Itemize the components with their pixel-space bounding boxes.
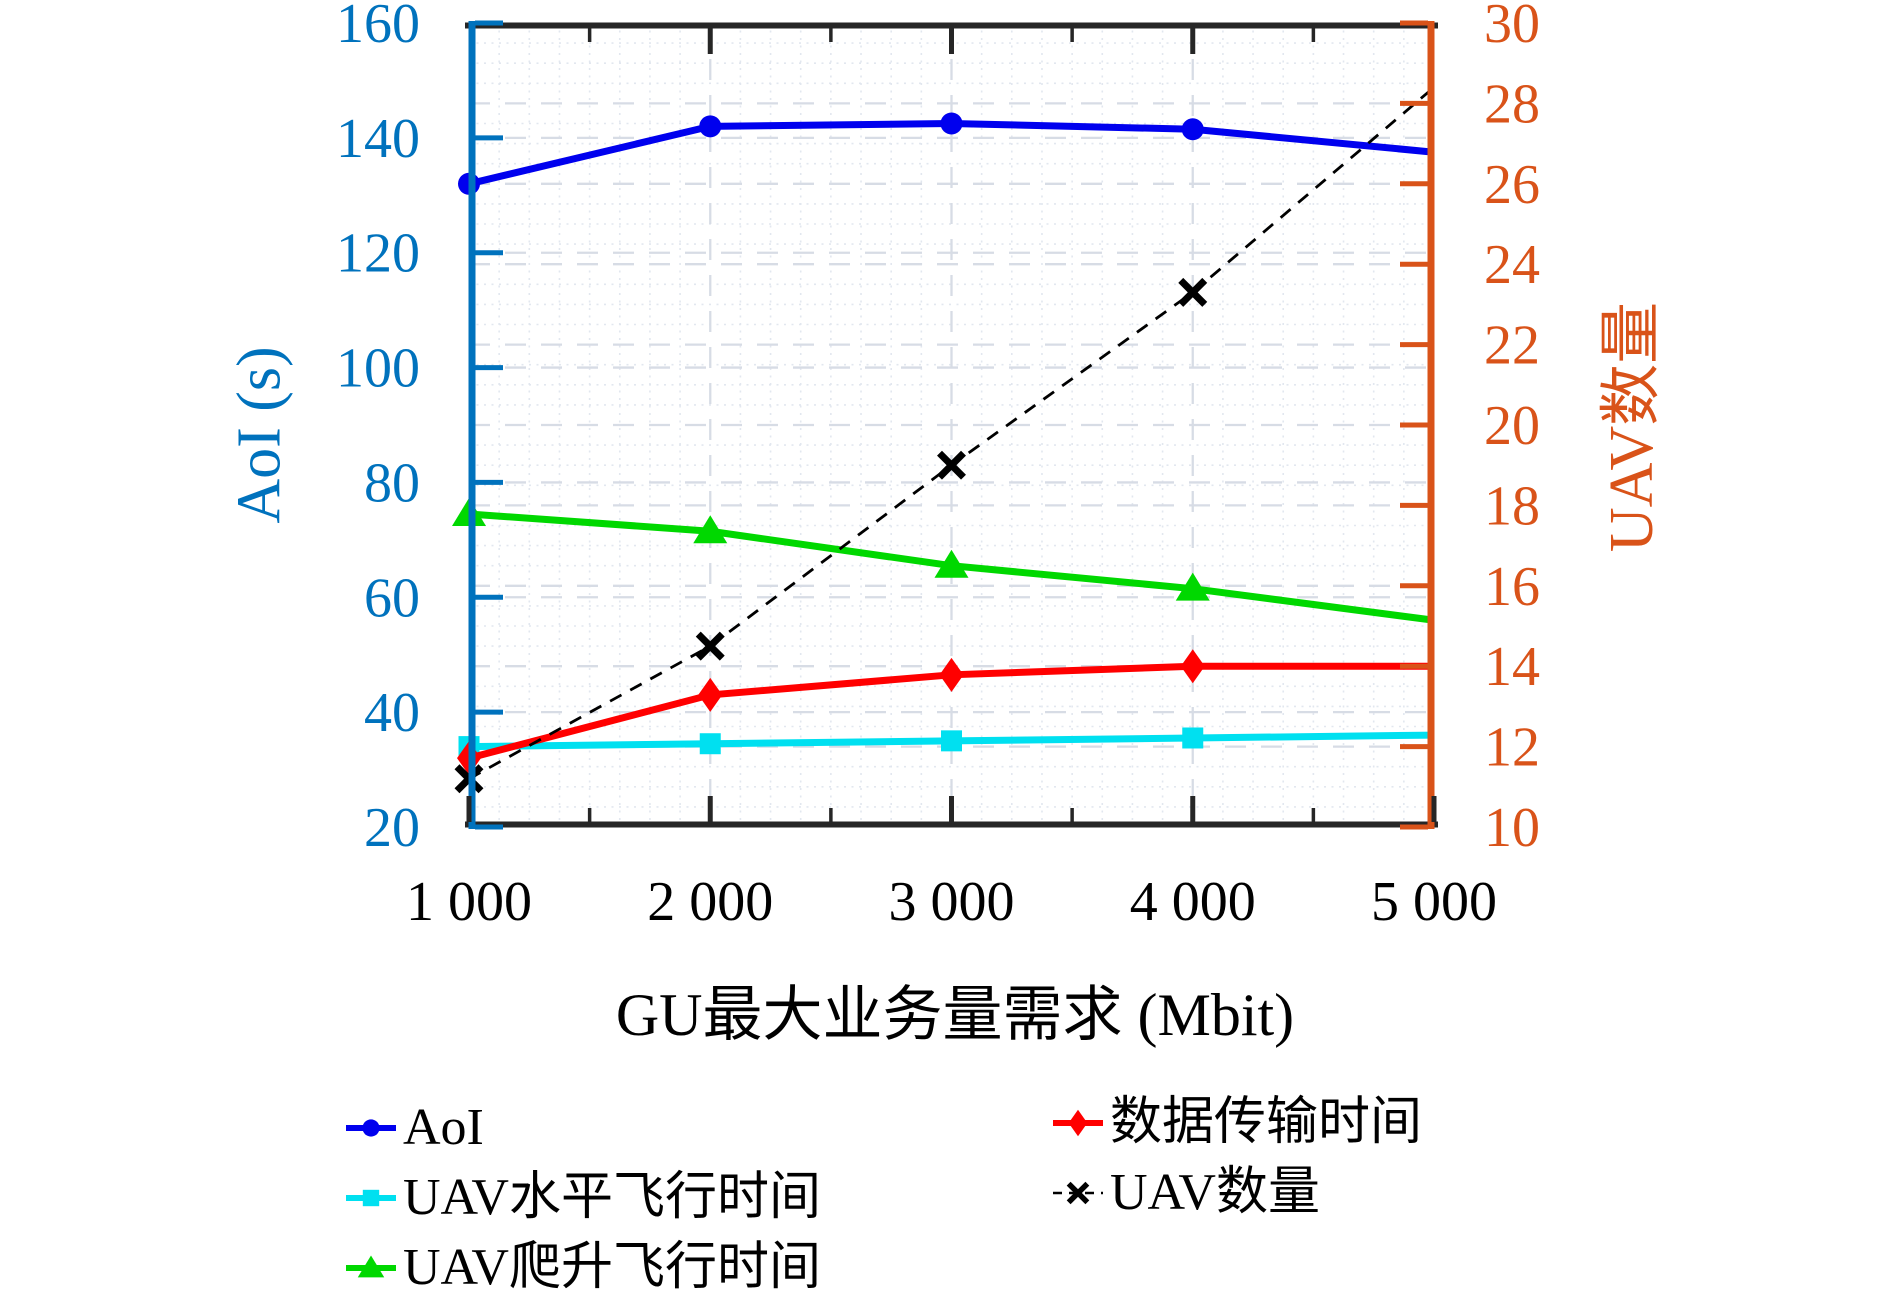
x-axis-label: GU最大业务量需求 (Mbit) xyxy=(615,982,1295,1048)
y-left-tick-label: 20 xyxy=(364,797,420,859)
legend-label: UAV数量 xyxy=(1110,1164,1320,1221)
x-marker-icon xyxy=(695,631,725,661)
legend-label: UAV水平飞行时间 xyxy=(403,1169,821,1226)
y-left-tick-label: 160 xyxy=(336,0,420,55)
y-left-tick-label: 100 xyxy=(336,338,420,400)
square-marker-icon xyxy=(699,733,721,755)
x-tick-label: 2 000 xyxy=(647,871,773,933)
x-tick-label: 4 000 xyxy=(1130,871,1256,933)
legend-marker-triangle xyxy=(346,1255,396,1278)
y-right-tick-label: 24 xyxy=(1484,234,1540,296)
square-marker-icon xyxy=(941,730,962,752)
triangle-marker-icon xyxy=(1175,572,1210,601)
legend-label: AoI xyxy=(403,1099,484,1156)
y-right-tick-label: 20 xyxy=(1484,395,1540,457)
triangle-marker-icon xyxy=(934,549,969,578)
y-right-tick-label: 18 xyxy=(1484,475,1540,537)
y-left-axis-label: AoI (s) xyxy=(225,346,294,524)
y-left-tick-label: 60 xyxy=(364,567,420,629)
y-left-tick-label: 40 xyxy=(364,682,420,744)
y-right-tick-label: 28 xyxy=(1484,73,1540,135)
legend-marker-x xyxy=(1053,1181,1103,1205)
y-right-tick-label: 14 xyxy=(1484,636,1540,698)
square-marker-icon xyxy=(1182,727,1204,749)
diamond-marker-icon xyxy=(1068,1109,1088,1137)
legend-marker-circle xyxy=(346,1119,396,1137)
y-right-tick-label: 10 xyxy=(1484,797,1540,859)
legend-item-UAV数量: UAV数量 xyxy=(1051,1157,1320,1229)
y-right-tick-label: 12 xyxy=(1484,717,1540,779)
triangle-marker-icon xyxy=(693,515,728,544)
y-left-tick-label: 120 xyxy=(336,223,420,285)
x-tick-label: 5 000 xyxy=(1371,871,1497,933)
x-tick-label: 1 000 xyxy=(406,871,532,933)
y-right-axis-label: UAV数量 xyxy=(1598,301,1666,553)
y-right-tick-label: 26 xyxy=(1484,154,1540,216)
square-marker-icon xyxy=(362,1189,380,1207)
circle-marker-icon xyxy=(940,112,963,135)
x-tick-label: 3 000 xyxy=(889,871,1015,933)
circle-marker-icon xyxy=(362,1119,380,1137)
legend-marker-square xyxy=(346,1189,396,1207)
x-marker-icon xyxy=(1178,277,1208,307)
legend-item-UAV爬升飞行时间: UAV爬升飞行时间 xyxy=(344,1232,821,1304)
diamond-marker-icon xyxy=(1180,649,1205,684)
legend-item-UAV水平飞行时间: UAV水平飞行时间 xyxy=(344,1162,821,1234)
legend-item-数据传输时间: 数据传输时间 xyxy=(1051,1087,1422,1159)
diamond-marker-icon xyxy=(698,677,723,712)
diamond-marker-icon xyxy=(939,657,964,692)
x-marker-icon xyxy=(937,450,966,480)
legend-marker-diamond xyxy=(1053,1109,1103,1137)
y-left-tick-label: 140 xyxy=(336,108,420,170)
y-right-tick-label: 30 xyxy=(1484,0,1540,55)
legend-item-AoI: AoI xyxy=(344,1092,484,1164)
y-left-tick-label: 80 xyxy=(364,452,420,514)
y-right-tick-label: 22 xyxy=(1484,315,1540,377)
triangle-marker-icon xyxy=(357,1255,385,1278)
circle-marker-icon xyxy=(1181,118,1204,141)
y-right-tick-label: 16 xyxy=(1484,556,1540,618)
circle-marker-icon xyxy=(699,115,722,138)
legend-label: 数据传输时间 xyxy=(1110,1094,1423,1151)
x-marker-icon xyxy=(1066,1181,1090,1205)
legend-label: UAV爬升飞行时间 xyxy=(403,1239,821,1296)
